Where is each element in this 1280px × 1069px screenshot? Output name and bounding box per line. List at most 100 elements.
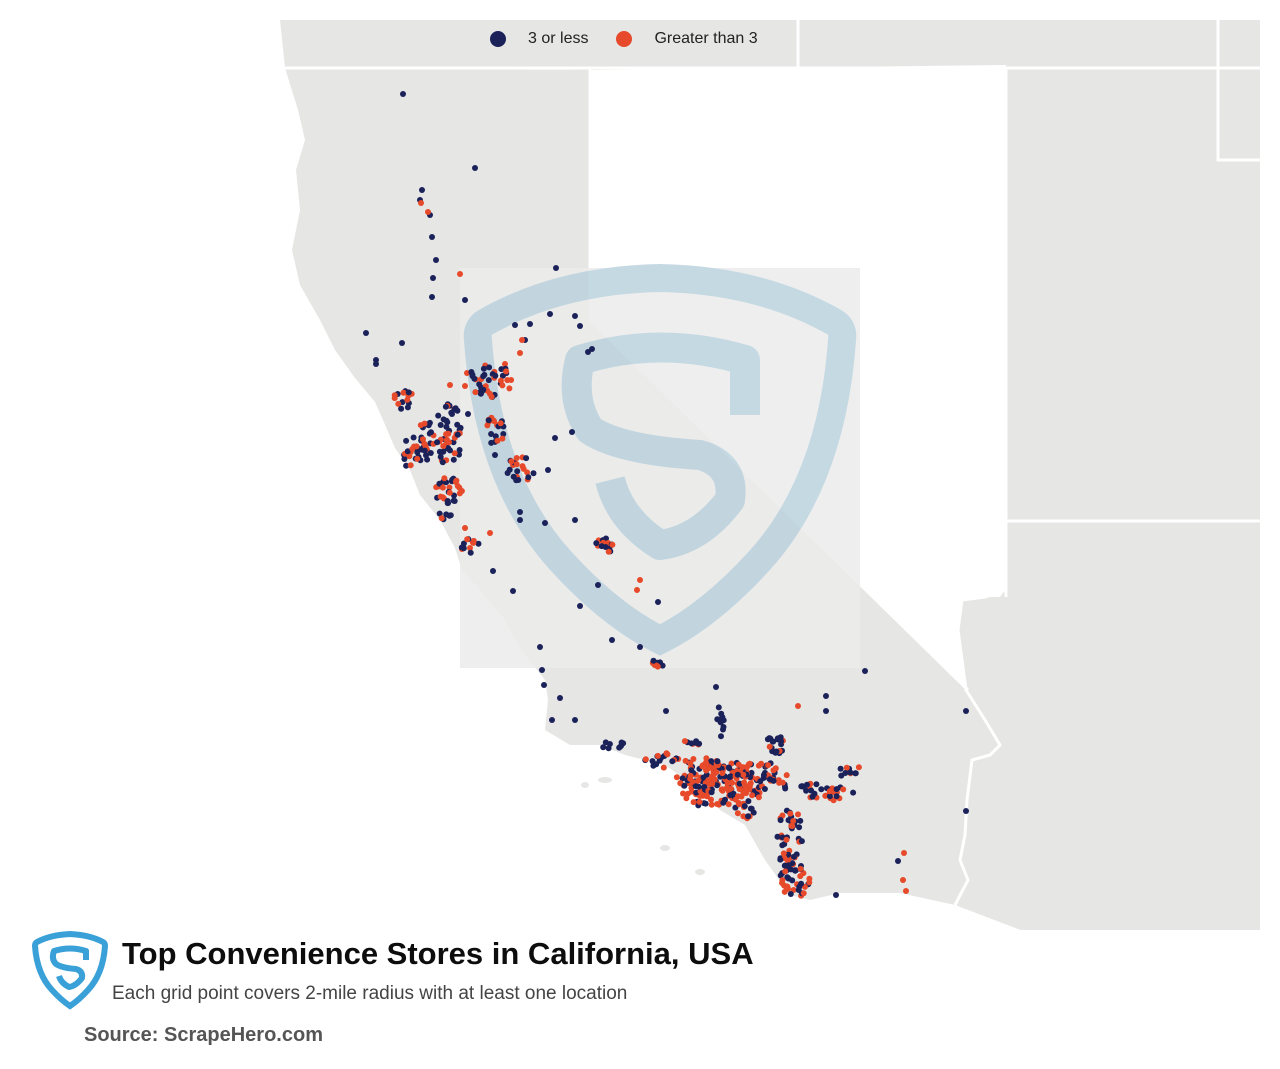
store-location-dot	[818, 786, 825, 793]
store-location-dot	[471, 375, 478, 382]
store-location-dot	[718, 733, 724, 740]
store-location-dot	[798, 783, 805, 790]
store-location-dot	[447, 512, 454, 519]
store-location-dot	[774, 833, 781, 840]
store-location-dot	[448, 409, 455, 416]
store-location-dot	[840, 786, 847, 793]
store-location-dot	[499, 435, 506, 442]
store-location-dot	[755, 794, 762, 801]
store-location-dot	[437, 453, 444, 460]
store-location-dot	[363, 330, 369, 336]
store-location-dot	[425, 209, 431, 215]
store-location-dot	[708, 801, 715, 808]
store-location-dot	[572, 717, 578, 723]
store-location-dot	[430, 275, 436, 281]
store-location-dot	[782, 868, 789, 875]
store-location-dot	[748, 805, 755, 812]
store-location-dot	[720, 726, 726, 733]
store-location-dot	[457, 271, 463, 277]
store-location-dot	[451, 498, 458, 504]
store-location-dot	[724, 780, 731, 787]
store-location-dot	[765, 762, 772, 769]
scrapehero-shield-logo	[32, 930, 108, 1010]
store-location-dot	[787, 891, 794, 897]
store-location-dot	[444, 498, 451, 504]
store-location-dot	[767, 776, 773, 783]
store-location-dot	[736, 801, 743, 808]
store-location-dot	[681, 738, 688, 745]
store-location-dot	[700, 774, 707, 781]
store-location-dot	[843, 764, 850, 771]
store-location-dot	[606, 741, 613, 747]
store-location-dot	[414, 455, 421, 462]
store-location-dot	[428, 429, 434, 436]
store-location-dot	[847, 769, 854, 776]
store-location-dot	[663, 750, 670, 757]
store-location-dot	[690, 799, 697, 806]
store-location-dot	[634, 587, 640, 593]
store-location-dot	[442, 403, 449, 410]
store-location-dot	[443, 511, 450, 518]
store-location-dot	[901, 850, 907, 856]
store-location-dot	[488, 439, 495, 446]
store-location-dot	[439, 494, 446, 501]
store-location-dot	[450, 439, 457, 446]
store-location-dot	[472, 165, 478, 171]
store-location-dot	[465, 411, 471, 417]
store-location-dot	[719, 770, 726, 777]
store-location-dot	[783, 772, 790, 779]
store-location-dot	[438, 515, 445, 522]
store-location-dot	[741, 803, 748, 810]
store-location-dot	[684, 790, 691, 797]
store-location-dot	[549, 717, 555, 723]
store-location-dot	[798, 838, 805, 845]
store-location-dot	[852, 770, 859, 777]
store-location-dot	[454, 431, 461, 438]
california-map	[280, 20, 1260, 930]
store-location-dot	[429, 294, 435, 300]
store-location-dot	[452, 479, 459, 485]
store-location-dot	[503, 368, 510, 375]
channel-island	[598, 777, 612, 783]
store-location-dot	[418, 200, 424, 206]
store-location-dot	[719, 787, 726, 794]
legend-label-low: 3 or less	[528, 30, 589, 47]
store-location-dot	[609, 637, 615, 643]
store-location-dot	[708, 758, 715, 765]
store-location-dot	[470, 539, 477, 546]
store-location-dots	[363, 91, 969, 899]
store-location-dot	[595, 582, 601, 588]
store-location-dot	[774, 735, 781, 742]
store-location-dot	[789, 823, 796, 829]
store-location-dot	[697, 788, 704, 795]
store-location-dot	[654, 752, 661, 759]
store-location-dot	[682, 757, 689, 764]
store-location-dot	[419, 187, 425, 193]
channel-island	[581, 782, 589, 788]
store-location-dot	[519, 337, 525, 343]
store-location-dot	[745, 798, 752, 805]
store-location-dot	[404, 448, 411, 455]
store-location-dot	[499, 372, 506, 379]
store-location-dot	[399, 340, 405, 346]
store-location-dot	[837, 765, 844, 772]
store-location-dot	[447, 447, 453, 454]
store-location-dot	[746, 782, 753, 788]
store-location-dot	[421, 420, 428, 427]
store-location-dot	[702, 800, 709, 807]
store-location-dot	[787, 810, 794, 817]
store-location-dot	[486, 364, 493, 371]
store-location-dot	[797, 817, 804, 824]
store-location-dot	[423, 452, 429, 459]
store-location-dot	[713, 684, 719, 690]
store-location-dot	[456, 447, 463, 453]
store-location-dot	[660, 764, 667, 771]
store-location-dot	[391, 395, 398, 402]
store-location-dot	[616, 744, 623, 751]
legend-dot-high	[616, 31, 633, 47]
store-location-dot	[654, 663, 661, 670]
store-location-dot	[437, 422, 444, 428]
store-location-dot	[487, 530, 493, 536]
store-location-dot	[709, 780, 716, 787]
source-credit: Source: ScrapeHero.com	[84, 1024, 323, 1046]
